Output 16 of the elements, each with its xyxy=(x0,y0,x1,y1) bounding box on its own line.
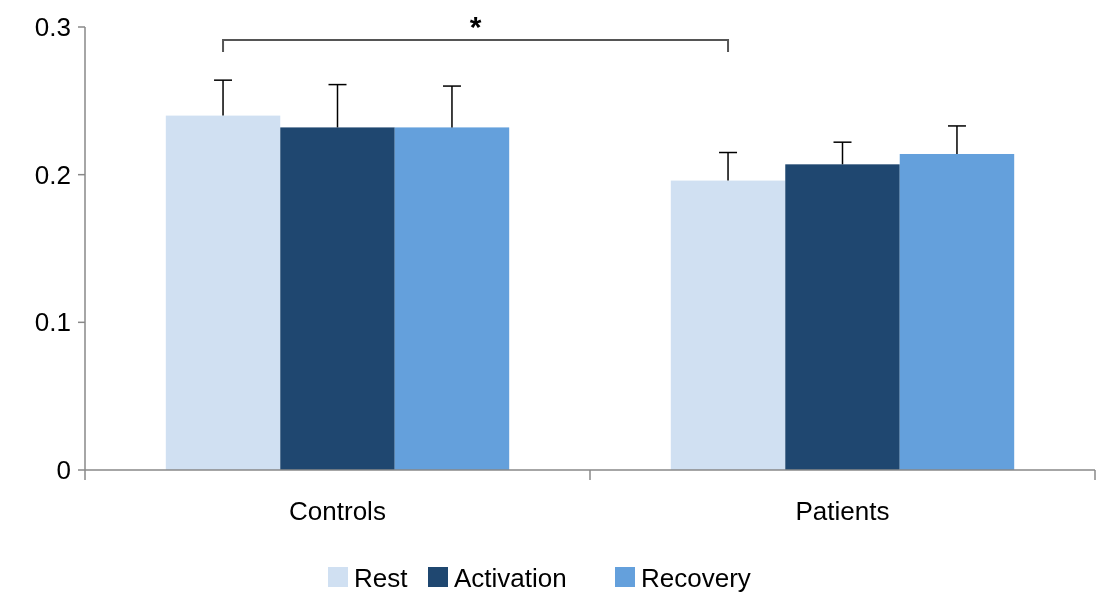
bar xyxy=(785,164,900,470)
bar xyxy=(899,153,1015,470)
legend-label: Activation xyxy=(454,563,567,593)
legend-label: Recovery xyxy=(641,563,751,593)
x-tick-label: Controls xyxy=(289,496,386,526)
y-tick-label: 0.1 xyxy=(34,307,71,338)
bar xyxy=(394,127,510,470)
bar xyxy=(280,127,395,470)
annotation: * xyxy=(469,10,482,43)
y-tick-label: 0.2 xyxy=(34,159,71,190)
bar xyxy=(670,180,786,470)
bar xyxy=(165,115,281,470)
y-tick-label: 0.3 xyxy=(34,12,71,43)
legend-label: Rest xyxy=(354,563,409,593)
x-tick-label: Patients xyxy=(795,496,890,526)
y-tick-label: 0 xyxy=(56,455,71,486)
